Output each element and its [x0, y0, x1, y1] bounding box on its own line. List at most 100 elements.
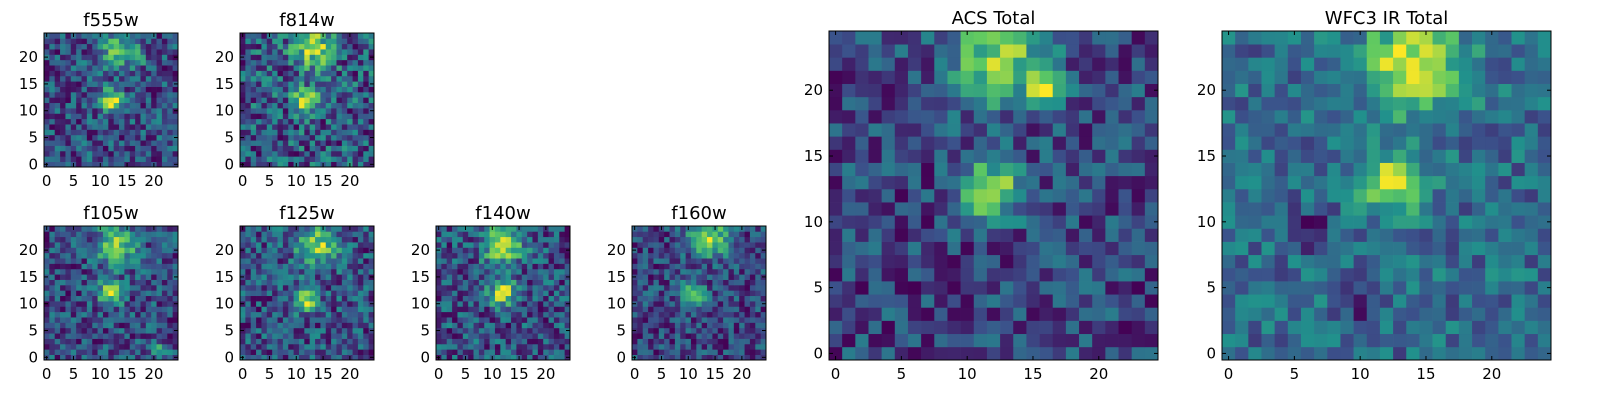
heatmap-cell [145, 242, 152, 248]
heatmap-cell [1393, 346, 1407, 361]
heatmap-cell [54, 327, 61, 334]
heatmap-cell [156, 242, 163, 248]
heatmap-cell [653, 279, 660, 286]
heatmap-cell [336, 134, 343, 141]
heatmap-cell [282, 284, 289, 291]
heatmap-cell [947, 96, 961, 111]
heatmap-cell [960, 241, 975, 256]
heatmap-cell [664, 252, 670, 259]
heatmap-cell [119, 43, 125, 50]
heatmap-cell [119, 268, 125, 275]
heatmap-cell [156, 231, 163, 238]
heatmap-cell [161, 156, 168, 162]
heatmap-cell [325, 81, 332, 87]
heatmap-cell [881, 162, 896, 177]
heatmap-cell [1261, 281, 1275, 295]
heatmap-cell [81, 129, 88, 136]
heatmap-cell [696, 247, 703, 254]
heatmap-cell [240, 268, 246, 275]
heatmap-cell [124, 145, 131, 152]
heatmap-cell [315, 161, 321, 168]
heatmap-cell [690, 284, 697, 291]
heatmap-cell [331, 156, 337, 162]
heatmap-cell [685, 338, 692, 345]
heatmap-cell [124, 327, 131, 334]
heatmap-cell [140, 258, 147, 264]
heatmap-cell [261, 258, 268, 264]
heatmap-cell [135, 113, 141, 120]
heatmap-cell [855, 333, 869, 348]
heatmap-cell [1000, 175, 1014, 190]
heatmap-cell [368, 258, 375, 264]
heatmap-cell [108, 322, 115, 329]
heatmap-cell [894, 346, 909, 361]
heatmap-cell [325, 38, 332, 45]
heatmap-cell [352, 311, 359, 318]
heatmap-cell [172, 252, 179, 259]
heatmap-cell [309, 317, 316, 323]
heatmap-cell [723, 301, 729, 307]
heatmap-cell [511, 295, 517, 302]
heatmap-cell [108, 108, 115, 114]
heatmap-cell [151, 279, 157, 286]
heatmap-cell [261, 124, 268, 130]
heatmap-cell [92, 161, 98, 168]
heatmap-cell [266, 97, 273, 104]
heatmap-cell [352, 145, 359, 152]
heatmap-cell [744, 349, 751, 355]
heatmap-cell [446, 274, 453, 280]
heatmap-cell [266, 279, 273, 286]
heatmap-cell [712, 252, 719, 259]
heatmap-cell [277, 81, 284, 87]
heatmap-cell [320, 97, 327, 104]
heatmap-cell [733, 311, 740, 318]
heatmap-cell [161, 140, 168, 146]
heatmap-cell [341, 129, 348, 136]
heatmap-cell [446, 247, 453, 254]
heatmap-cell [357, 140, 364, 146]
heatmap-cell [1248, 320, 1262, 335]
y-tick-label: 15 [215, 75, 234, 93]
heatmap-cell [1105, 83, 1119, 98]
heatmap-cell [1248, 149, 1262, 163]
heatmap-cell [1052, 96, 1067, 111]
panel-title: f160w [671, 203, 726, 224]
heatmap-cell [135, 268, 141, 275]
heatmap-cell [855, 202, 869, 216]
heatmap-cell [331, 247, 337, 254]
heatmap-cell [680, 268, 686, 275]
heatmap-cell [1026, 254, 1040, 269]
heatmap-cell [368, 75, 375, 82]
heatmap-cell [129, 150, 136, 157]
heatmap-cell [1379, 281, 1394, 295]
heatmap-cell [1052, 162, 1067, 177]
heatmap-cell [712, 290, 719, 297]
heatmap-cell [44, 322, 50, 329]
y-tick-label: 5 [813, 279, 823, 297]
heatmap-cell [49, 349, 56, 355]
heatmap-cell [441, 322, 448, 329]
heatmap-cell [1105, 149, 1119, 163]
heatmap-cell [357, 91, 364, 98]
heatmap-cell [261, 81, 268, 87]
heatmap-cell [102, 140, 109, 146]
heatmap-cell [277, 258, 284, 264]
heatmap-cell [156, 268, 163, 275]
heatmap-cell [288, 54, 294, 61]
heatmap-cell [1472, 228, 1486, 242]
heatmap-cell [521, 263, 528, 270]
heatmap-cell [54, 290, 61, 297]
heatmap-cell [167, 263, 173, 270]
heatmap-cell [315, 134, 321, 141]
heatmap-cell [441, 338, 448, 345]
heatmap-cell [320, 108, 327, 114]
heatmap-cell [336, 343, 343, 350]
heatmap-cell [1131, 31, 1146, 45]
heatmap-cell [315, 354, 321, 361]
heatmap-cell [462, 343, 469, 350]
heatmap-cell [161, 317, 168, 323]
heatmap-cell [60, 333, 66, 339]
heatmap-cell [1052, 109, 1067, 124]
heatmap-cell [97, 102, 104, 109]
heatmap-cell [696, 306, 703, 313]
